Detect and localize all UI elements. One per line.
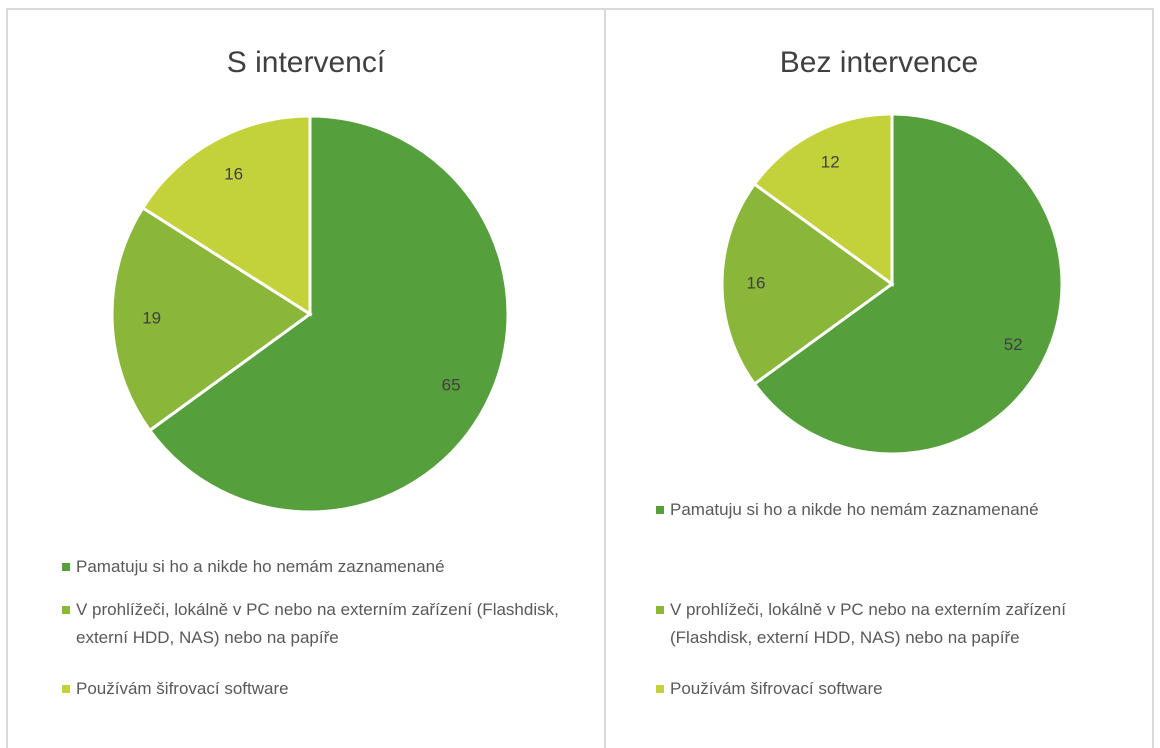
chart-title: S intervencí bbox=[226, 46, 386, 79]
pie-chart: 65 19 16 bbox=[110, 114, 510, 514]
legend-swatch bbox=[62, 606, 70, 614]
legend-item: V prohlížeči, lokálně v PC nebo na exter… bbox=[62, 596, 596, 652]
legend-label: Pamatuju si ho a nikde ho nemám zaznamen… bbox=[76, 557, 445, 576]
chart-title: Bez intervence bbox=[779, 46, 979, 79]
legend-label: Používám šifrovací software bbox=[670, 679, 883, 698]
pie-slice bbox=[752, 112, 1064, 456]
legend-item: Pamatuju si ho a nikde ho nemám zaznamen… bbox=[656, 496, 1140, 524]
legend-item: Používám šifrovací software bbox=[62, 675, 596, 703]
pie-slice bbox=[720, 181, 895, 387]
legend-swatch bbox=[656, 606, 664, 614]
chart-panel: Bez intervence 52 16 12 Pamatuju si ho a nik… bbox=[604, 8, 1154, 748]
chart-panel: S intervencí 65 19 16 Pamatuju si ho a nikde… bbox=[6, 8, 606, 748]
pie-slice bbox=[147, 114, 510, 514]
legend-swatch bbox=[62, 563, 70, 571]
legend-swatch bbox=[62, 685, 70, 693]
pie-slice bbox=[752, 112, 894, 287]
legend-swatch bbox=[656, 506, 664, 514]
legend-item: V prohlížeči, lokálně v PC nebo na exter… bbox=[656, 596, 1140, 652]
legend-item: Pamatuju si ho a nikde ho nemám zaznamen… bbox=[62, 553, 596, 581]
legend-item: Používám šifrovací software bbox=[656, 675, 1140, 703]
pie-slice bbox=[140, 114, 312, 317]
data-label: 65 bbox=[442, 375, 461, 394]
legend-swatch bbox=[656, 685, 664, 693]
legend-label: V prohlížeči, lokálně v PC nebo na exter… bbox=[670, 600, 1066, 647]
data-label: 12 bbox=[821, 152, 840, 171]
pie-chart: 52 16 12 bbox=[720, 112, 1064, 456]
data-label: 16 bbox=[224, 165, 243, 184]
data-label: 16 bbox=[747, 273, 766, 292]
pie-slice bbox=[110, 205, 313, 433]
data-label: 19 bbox=[142, 308, 161, 327]
legend-label: V prohlížeči, lokálně v PC nebo na exter… bbox=[76, 600, 559, 647]
legend-label: Pamatuju si ho a nikde ho nemám zaznamen… bbox=[670, 500, 1039, 519]
legend-label: Používám šifrovací software bbox=[76, 679, 289, 698]
data-label: 52 bbox=[1004, 335, 1023, 354]
